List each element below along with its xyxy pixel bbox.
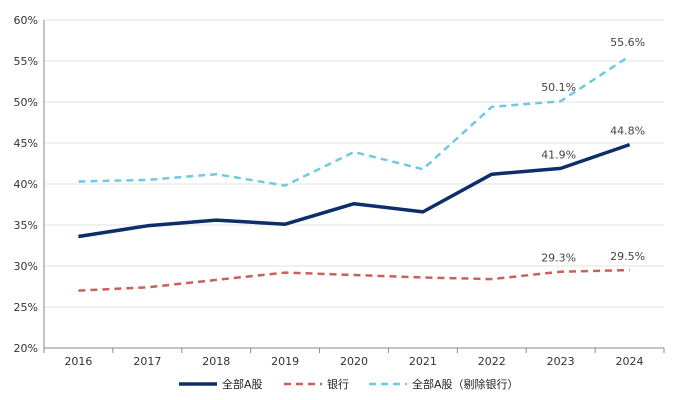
data-label: 50.1% xyxy=(541,81,576,94)
legend-item: 全部A股 xyxy=(179,377,263,391)
y-tick-label: 30% xyxy=(14,260,38,273)
y-axis-ticks: 20% 25% 30% 35% 40% 45% 50% 55% 60% xyxy=(14,14,38,355)
series-line-2 xyxy=(78,55,631,187)
y-tick-label: 45% xyxy=(14,137,38,150)
y-tick-label: 40% xyxy=(14,178,38,191)
data-label: 41.9% xyxy=(541,148,576,161)
x-tick-label: 2022 xyxy=(478,355,506,368)
data-label: 29.5% xyxy=(610,250,645,263)
series-lines xyxy=(78,55,631,292)
series-line-1 xyxy=(78,268,630,292)
legend: 全部A股 银行 全部A股（剔除银行） xyxy=(179,377,519,391)
y-tick-label: 60% xyxy=(14,14,38,27)
data-label: 55.6% xyxy=(610,36,645,49)
legend-label: 全部A股（剔除银行） xyxy=(412,377,519,391)
x-tick-label: 2016 xyxy=(64,355,92,368)
x-axis-ticks: 2016 2017 2018 2019 2020 2021 2022 2023 2024 xyxy=(64,355,643,368)
y-tick-label: 50% xyxy=(14,96,38,109)
legend-label: 全部A股 xyxy=(222,377,263,391)
series-line-0 xyxy=(78,142,631,239)
x-tick-label: 2023 xyxy=(547,355,575,368)
legend-item: 银行 xyxy=(284,377,349,391)
data-label: 44.8% xyxy=(610,125,645,138)
x-tick-label: 2024 xyxy=(616,355,644,368)
data-labels: 41.9% 44.8% 29.3% 29.5% 50.1% 55.6% xyxy=(541,36,645,265)
x-tick-label: 2020 xyxy=(340,355,368,368)
y-tick-label: 20% xyxy=(14,342,38,355)
y-tick-label: 55% xyxy=(14,55,38,68)
legend-item: 全部A股（剔除银行） xyxy=(369,377,519,391)
x-tick-label: 2018 xyxy=(202,355,230,368)
x-tick-label: 2019 xyxy=(271,355,299,368)
y-tick-label: 35% xyxy=(14,219,38,232)
data-label: 29.3% xyxy=(541,252,576,265)
y-tick-label: 25% xyxy=(14,301,38,314)
x-tick-label: 2021 xyxy=(409,355,437,368)
legend-label: 银行 xyxy=(327,377,349,391)
x-tick-label: 2017 xyxy=(133,355,161,368)
axes xyxy=(43,20,665,353)
